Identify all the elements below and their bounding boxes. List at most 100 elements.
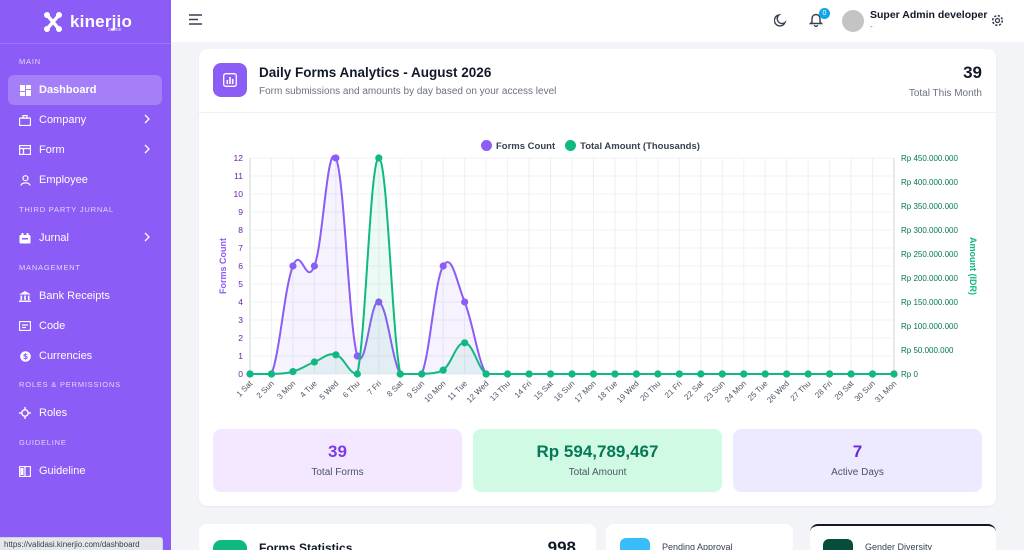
y-tick-label: 3 (238, 315, 243, 325)
gear-icon[interactable] (991, 14, 1004, 27)
status-bar-url: https://validasi.kinerjio.com/dashboard (0, 537, 163, 550)
sidebar-item-bank-receipts[interactable]: Bank Receipts (8, 281, 162, 311)
x-tick-label: 22 Sat (682, 379, 705, 402)
y2-tick-label: Rp 400.000.000 (901, 178, 958, 187)
y2-tick-label: Rp 450.000.000 (901, 154, 958, 163)
brand-logo[interactable]: kinerjio online (0, 0, 171, 44)
y2-tick-label: Rp 200.000.000 (901, 274, 958, 283)
x-tick-label: 4 Tue (298, 379, 319, 400)
data-point (375, 298, 383, 306)
x-tick-label: 6 Thu (341, 379, 362, 400)
data-point (761, 370, 769, 378)
series-area-1 (250, 158, 894, 374)
x-tick-label: 24 Mon (723, 379, 748, 404)
data-point (718, 370, 726, 378)
jurnal-icon (19, 232, 31, 244)
data-point (482, 370, 490, 378)
data-point (568, 370, 576, 378)
gender-diversity-icon (823, 539, 853, 550)
legend-swatch (565, 140, 577, 151)
data-point (310, 262, 318, 270)
y-tick-label: 7 (238, 243, 243, 253)
legend-item-total-amount[interactable]: Total Amount (Thousands) (565, 140, 700, 152)
x-tick-label: 12 Wed (465, 379, 491, 405)
sidebar-item-currencies[interactable]: $ Currencies (8, 341, 162, 371)
user-name[interactable]: Super Admin developer (870, 9, 988, 21)
y-tick-label: 0 (238, 369, 243, 379)
legend-swatch (481, 140, 492, 151)
x-tick-label: 29 Sat (833, 379, 856, 402)
forms-statistics-icon (213, 540, 247, 550)
section-guideline: GUIDELINE (19, 438, 67, 447)
y-tick-label: 9 (238, 207, 243, 217)
data-point (439, 262, 447, 270)
y2-tick-label: Rp 250.000.000 (901, 250, 958, 259)
data-point (461, 298, 469, 306)
brand-sub: online (108, 27, 122, 33)
data-point (332, 351, 340, 359)
pending-approval-icon (620, 538, 650, 550)
chevron-right-icon (144, 144, 150, 154)
y-tick-label: 10 (234, 189, 244, 199)
y2-tick-label: Rp 100.000.000 (901, 322, 958, 331)
top-header: 0 Super Admin developer - (171, 0, 1024, 42)
sidebar-item-label: Form (39, 144, 65, 156)
currency-icon: $ (19, 350, 31, 362)
data-point (826, 370, 834, 378)
sidebar-item-guideline[interactable]: Guideline (8, 456, 162, 486)
x-tick-label: 21 Fri (663, 379, 684, 400)
y2-tick-label: Rp 350.000.000 (901, 202, 958, 211)
sidebar-item-employee[interactable]: Employee (8, 165, 162, 195)
y2-tick-label: Rp 300.000.000 (901, 226, 958, 235)
x-tick-label: 3 Mon (275, 379, 297, 401)
x-tick-label: 23 Sun (702, 379, 726, 403)
sidebar-item-code[interactable]: Code (8, 311, 162, 341)
stat-total-forms: 39 Total Forms (213, 429, 462, 492)
stat-value: 7 (852, 442, 863, 461)
pending-approval-card: Pending Approval (606, 524, 793, 550)
card-title: Daily Forms Analytics - August 2026 (259, 65, 492, 80)
x-tick-label: 26 Wed (765, 379, 791, 405)
chevron-right-icon (144, 232, 150, 242)
bell-icon[interactable] (809, 12, 823, 27)
book-icon (19, 465, 31, 477)
data-point (697, 370, 705, 378)
x-tick-label: 8 Sat (385, 379, 405, 399)
chevron-right-icon (144, 114, 150, 124)
total-this-month-value: 39 (963, 63, 982, 82)
legend-item-forms-count[interactable]: Forms Count (481, 140, 555, 152)
data-point (589, 370, 598, 378)
y-tick-label: 1 (238, 351, 243, 361)
sidebar-item-label: Roles (39, 407, 68, 419)
moon-icon[interactable] (774, 13, 788, 27)
stat-label: Active Days (831, 467, 884, 478)
forms-statistics-value: 998 (547, 538, 576, 550)
sidebar-item-roles[interactable]: Roles (8, 398, 162, 428)
legend-label: Forms Count (496, 141, 556, 152)
sidebar-item-jurnal[interactable]: Jurnal (8, 223, 162, 253)
kinerjio-logo-icon (44, 11, 62, 32)
gender-diversity-title: Gender Diversity (865, 542, 933, 550)
total-this-month-label: Total This Month (908, 88, 982, 99)
user-role: - (870, 22, 873, 31)
brand-name: kinerjio (70, 11, 133, 31)
x-tick-label: 17 Mon (573, 379, 598, 404)
bank-icon (19, 290, 31, 302)
x-tick-label: 30 Sun (853, 379, 877, 403)
sidebar-item-form[interactable]: Form (8, 135, 162, 165)
x-tick-label: 31 Mon (873, 379, 898, 404)
stat-label: Total Forms (311, 467, 364, 478)
x-tick-label: 28 Fri (813, 379, 834, 400)
series-area-0 (250, 155, 894, 374)
sidebar-item-company[interactable]: Company (8, 105, 162, 135)
x-tick-label: 16 Sun (552, 379, 576, 403)
y-tick-label: 2 (238, 333, 243, 343)
sidebar-item-dashboard[interactable]: Dashboard (8, 75, 162, 105)
y-tick-label: 12 (234, 153, 244, 163)
menu-icon[interactable] (189, 14, 203, 25)
building-icon (19, 114, 31, 126)
y-tick-label: 8 (238, 225, 243, 235)
sidebar-item-label: Jurnal (39, 232, 69, 244)
data-point (504, 370, 512, 378)
avatar[interactable] (842, 10, 864, 32)
